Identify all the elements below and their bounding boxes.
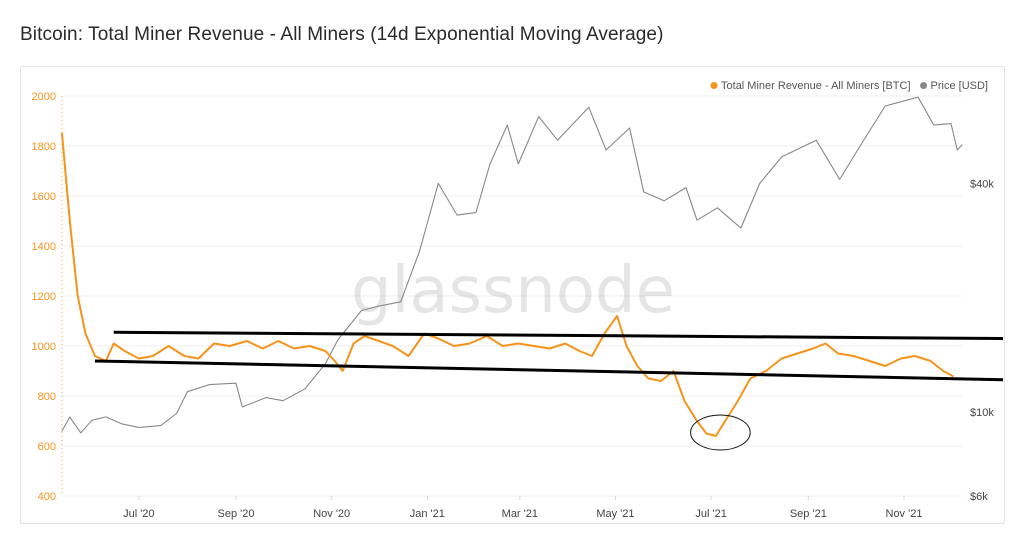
legend-label-1: Price [USD] <box>931 80 988 92</box>
y-left-tick-1600: 1600 <box>32 191 56 203</box>
y-left-tick-1800: 1800 <box>32 141 56 153</box>
y-left-tick-1400: 1400 <box>32 241 56 253</box>
chart-frame <box>20 66 1005 524</box>
x-tick-6: Jul '21 <box>695 508 726 520</box>
x-tick-7: Sep '21 <box>790 508 827 520</box>
y-left-tick-600: 600 <box>38 441 56 453</box>
page-title: Bitcoin: Total Miner Revenue - All Miner… <box>20 24 664 45</box>
annotations-layer <box>94 330 1004 451</box>
x-tick-1: Sep '20 <box>218 508 255 520</box>
trendline-2 <box>94 359 1004 382</box>
trendline-1 <box>113 330 1004 340</box>
series-layer <box>61 96 963 437</box>
y-left-tick-400: 400 <box>38 491 56 503</box>
y-left-tick-800: 800 <box>38 391 56 403</box>
x-tick-4: Mar '21 <box>502 508 538 520</box>
series-line-price <box>61 96 963 434</box>
x-tick-0: Jul '20 <box>123 508 154 520</box>
legend-label-0: Total Miner Revenue - All Miners [BTC] <box>721 80 911 92</box>
series-line-miner-revenue <box>61 132 954 437</box>
x-tick-3: Jan '21 <box>410 508 445 520</box>
watermark-glassnode: glassnode <box>351 254 675 328</box>
x-tick-8: Nov '21 <box>886 508 923 520</box>
y-right-tick-1: $10k <box>970 407 994 419</box>
y-left-tick-1200: 1200 <box>32 291 56 303</box>
y-right-tick-0: $6k <box>970 491 988 503</box>
legend-swatch-0 <box>710 82 718 89</box>
axis-ticks: 400 600 800 1000 1200 1400 1600 1800 2000 $6k $10k… <box>32 91 995 520</box>
chart-legend: Price [USD] Total Miner Revenue - All Min… <box>710 80 988 92</box>
x-tick-2: Nov '20 <box>313 508 350 520</box>
y-left-tick-2000: 2000 <box>32 91 56 103</box>
legend-swatch-1 <box>920 82 928 89</box>
annotation-ellipse <box>690 414 751 451</box>
y-left-tick-1000: 1000 <box>32 341 56 353</box>
x-tick-5: May '21 <box>596 508 634 520</box>
y-right-tick-2: $40k <box>970 178 994 190</box>
